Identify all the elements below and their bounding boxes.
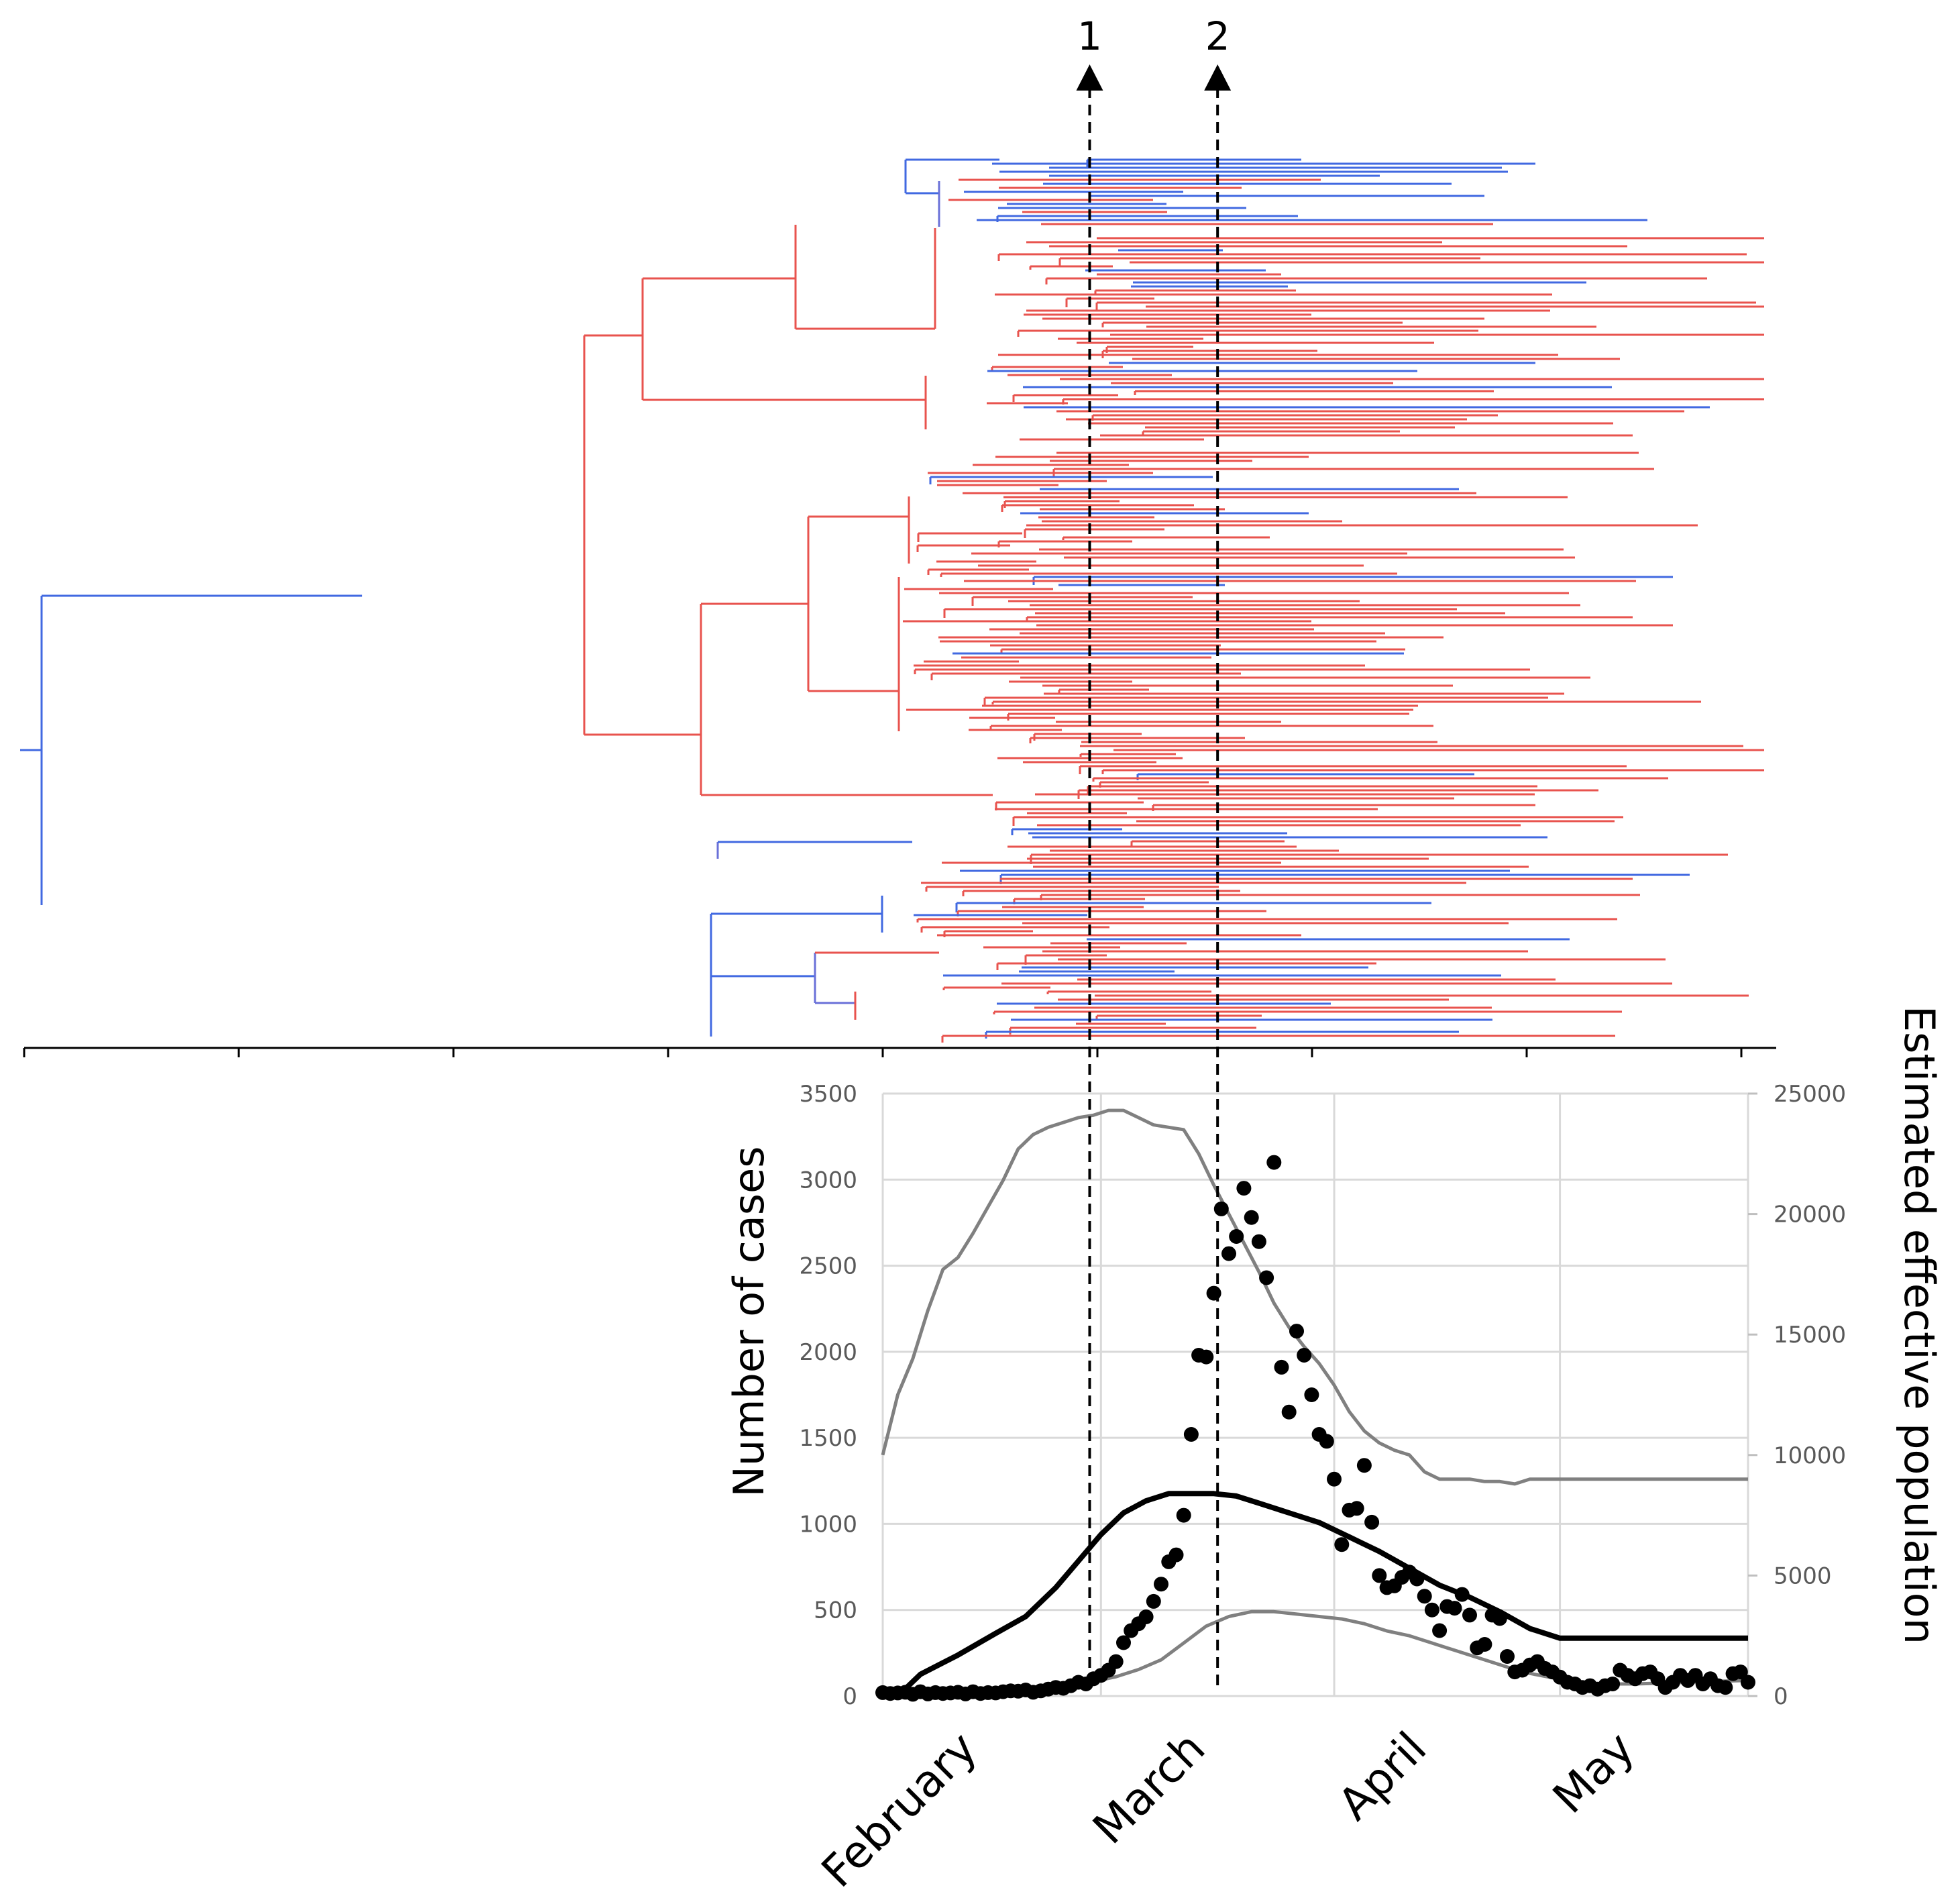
case-point <box>1319 1434 1334 1449</box>
case-point <box>1116 1635 1131 1650</box>
case-point <box>1741 1675 1755 1690</box>
left-tick-label: 2000 <box>799 1339 857 1366</box>
right-axis-title: Estimated effective population <box>1895 1006 1944 1644</box>
left-axis-title: Number of cases <box>724 1146 773 1497</box>
case-point <box>1462 1607 1477 1623</box>
case-point <box>1477 1637 1492 1652</box>
tree-backbone <box>20 158 1214 1038</box>
left-tick-label: 1000 <box>799 1511 857 1538</box>
right-axis-ticks: 0 5000 10000 15000 20000 25000 <box>1748 1081 1846 1710</box>
month-label-february: February <box>812 1722 987 1897</box>
case-point <box>1259 1270 1274 1285</box>
left-tick-label: 2500 <box>799 1253 857 1280</box>
case-point <box>1500 1649 1515 1664</box>
case-point <box>1327 1471 1342 1487</box>
case-point <box>1236 1181 1252 1196</box>
case-point <box>1244 1210 1259 1225</box>
case-point <box>1213 1201 1229 1216</box>
right-tick-label: 10000 <box>1774 1442 1846 1469</box>
left-tick-label: 3500 <box>799 1081 857 1108</box>
case-point <box>1168 1547 1184 1563</box>
left-tick-label: 500 <box>814 1597 857 1624</box>
marker-arrow <box>1204 64 1232 91</box>
case-point <box>1108 1654 1124 1669</box>
event-marker-2: 2 <box>1204 13 1232 1691</box>
series-line <box>881 1108 1748 1486</box>
case-point <box>1199 1349 1214 1365</box>
case-point <box>1176 1508 1191 1523</box>
month-label-march: March <box>1083 1722 1215 1854</box>
case-point <box>1605 1677 1621 1691</box>
case-point <box>1154 1577 1168 1592</box>
case-point <box>1417 1589 1432 1604</box>
month-labels: February March April May <box>812 1722 1644 1897</box>
case-point <box>1372 1568 1387 1583</box>
case-point <box>1266 1155 1282 1170</box>
month-label-april: April <box>1328 1722 1436 1830</box>
case-point <box>1281 1404 1297 1420</box>
cases-chart: 0 500 1000 1500 2000 2500 3000 3500 0 5000 10000 1… <box>724 1006 1944 1897</box>
left-tick-label: 1500 <box>799 1425 857 1452</box>
daily-cases-points <box>875 1155 1755 1702</box>
case-point <box>1424 1602 1439 1618</box>
case-point <box>1221 1246 1236 1261</box>
case-point <box>1138 1609 1154 1624</box>
left-axis-ticks: 0 500 1000 1500 2000 2500 3000 3500 <box>799 1081 857 1710</box>
right-tick-label: 5000 <box>1774 1563 1832 1589</box>
phylogenetic-tree <box>20 158 1764 1043</box>
case-point <box>1733 1664 1748 1680</box>
case-point <box>1183 1427 1199 1442</box>
case-point <box>1718 1680 1733 1695</box>
case-point <box>1206 1285 1221 1301</box>
case-point <box>1409 1571 1425 1587</box>
marker-arrow <box>1076 64 1103 91</box>
left-tick-label: 0 <box>842 1683 857 1710</box>
case-point <box>1229 1229 1244 1244</box>
case-point <box>1492 1611 1507 1626</box>
right-tick-label: 0 <box>1774 1683 1788 1710</box>
marker-label: 2 <box>1205 13 1230 59</box>
series-line <box>882 1491 1748 1695</box>
case-point <box>1447 1601 1462 1616</box>
case-point <box>1364 1514 1380 1530</box>
case-point <box>1146 1593 1161 1609</box>
right-tick-label: 15000 <box>1774 1322 1846 1348</box>
case-point <box>1334 1537 1350 1552</box>
case-point <box>1349 1501 1364 1516</box>
effective-population-mean <box>882 1491 1748 1695</box>
right-tick-label: 20000 <box>1774 1202 1846 1228</box>
case-point <box>1356 1458 1372 1473</box>
case-point <box>1454 1587 1470 1602</box>
case-point <box>1297 1348 1312 1363</box>
right-tick-label: 25000 <box>1774 1081 1846 1108</box>
tree-time-axis <box>23 1047 1776 1057</box>
case-point <box>1432 1623 1448 1638</box>
case-point <box>1251 1234 1266 1249</box>
tree-tips <box>903 158 1764 1043</box>
case-point <box>1289 1324 1304 1339</box>
left-tick-label: 3000 <box>799 1167 857 1194</box>
month-label-may: May <box>1543 1722 1644 1823</box>
case-point <box>1304 1387 1319 1402</box>
event-marker-1: 1 <box>1076 13 1103 1691</box>
marker-label: 1 <box>1077 13 1102 59</box>
case-point <box>1274 1359 1289 1375</box>
effective-population-upper-bound <box>881 1108 1748 1486</box>
